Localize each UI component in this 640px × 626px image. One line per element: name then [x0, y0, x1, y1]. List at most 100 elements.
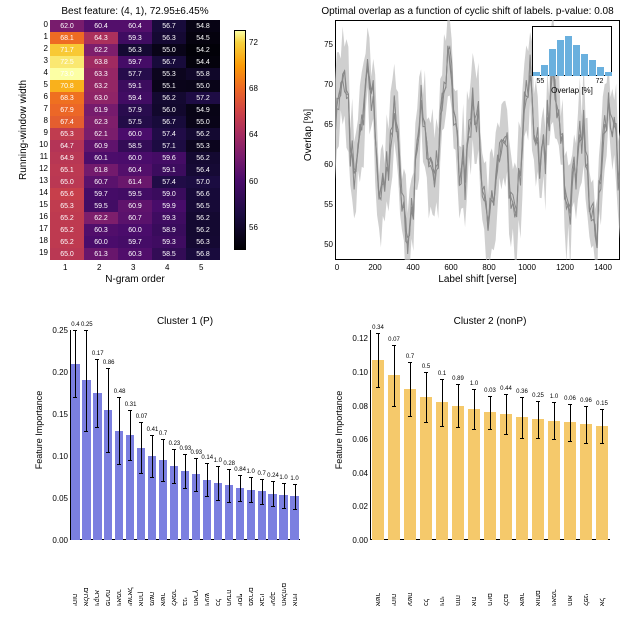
heatmap-cell: 57.2	[186, 92, 220, 104]
heatmap-cell: 59.5	[118, 188, 152, 200]
heatmap-cell: 57.4	[152, 176, 186, 188]
heatmap-cell: 59.1	[152, 164, 186, 176]
cluster2-xtick: עשה	[406, 546, 413, 606]
heatmap-cell: 54.8	[186, 20, 220, 32]
heatmap-cell: 65.2	[50, 224, 84, 236]
heatmap-cell: 60.1	[84, 152, 118, 164]
heatmap-cell: 59.4	[118, 92, 152, 104]
heatmap-cell: 56.6	[186, 188, 220, 200]
heatmap-cell: 57.9	[118, 104, 152, 116]
heatmap-cell: 64.3	[84, 32, 118, 44]
cluster1-xtick: אביו	[258, 546, 265, 606]
cluster2-title: Cluster 2 (nonP)	[370, 316, 610, 327]
heatmap-cell: 62.0	[50, 20, 84, 32]
cluster2-xtick: הוא	[566, 546, 573, 606]
cluster2-xtick: לכם	[502, 546, 509, 606]
heatmap-cell: 59.9	[152, 200, 186, 212]
cluster2-xtick: היום	[486, 546, 493, 606]
heatmap-cell: 60.3	[118, 248, 152, 260]
cluster2-bar	[484, 412, 496, 540]
cluster1-xtick: לאמר	[170, 546, 177, 606]
cluster2-xtick: כל	[422, 546, 429, 606]
heatmap-cell: 58.5	[118, 140, 152, 152]
heatmap-grid: 62.060.460.456.754.868.164.359.356.354.5…	[50, 20, 220, 260]
heatmap-cell: 60.7	[118, 212, 152, 224]
heatmap-cell: 56.7	[152, 116, 186, 128]
heatmap-cell: 72.5	[50, 56, 84, 68]
heatmap-cell: 56.3	[118, 44, 152, 56]
heatmap-cell: 59.7	[118, 56, 152, 68]
heatmap-cell: 63.0	[84, 92, 118, 104]
heatmap-cell: 59.3	[118, 32, 152, 44]
heatmap-cell: 54.5	[186, 32, 220, 44]
cluster1-xtick: יעקב	[269, 546, 276, 606]
heatmap-cell: 59.5	[84, 200, 118, 212]
heatmap-cell: 56.3	[152, 32, 186, 44]
heatmap-cell: 70.8	[50, 80, 84, 92]
heatmap-cell: 56.2	[186, 212, 220, 224]
heatmap-cell: 60.0	[118, 128, 152, 140]
heatmap-cell: 57.1	[152, 140, 186, 152]
cluster1-ylabel: Feature Importance	[34, 375, 44, 485]
heatmap-title: Best feature: (4, 1), 72.95±6.45%	[50, 6, 220, 17]
cluster1-xtick: משה	[148, 546, 155, 606]
heatmap-cell: 60.3	[84, 224, 118, 236]
heatmap-cell: 56.3	[186, 236, 220, 248]
heatmap-cell: 67.9	[50, 104, 84, 116]
heatmap-cell: 55.3	[186, 140, 220, 152]
cluster2-xtick: לפני	[582, 546, 589, 606]
heatmap-cell: 60.0	[84, 236, 118, 248]
heatmap-cell: 56.2	[152, 92, 186, 104]
colorbar	[234, 30, 246, 250]
heatmap-cell: 62.1	[84, 128, 118, 140]
heatmap-cell: 59.7	[84, 188, 118, 200]
heatmap-cell: 56.2	[186, 224, 220, 236]
cluster2-xtick: יהוה	[390, 546, 397, 606]
heatmap-cell: 54.4	[186, 56, 220, 68]
heatmap-cell: 71.7	[50, 44, 84, 56]
heatmap-cell: 65.6	[50, 188, 84, 200]
heatmap-cell: 63.2	[84, 80, 118, 92]
heatmap-cell: 62.2	[84, 44, 118, 56]
heatmap-cell: 60.9	[84, 140, 118, 152]
cluster1-xtick: אלהים	[82, 546, 89, 606]
cluster1-xtick: יהוה	[71, 546, 78, 606]
heatmap-cell: 68.3	[50, 92, 84, 104]
cluster2-xtick: ויאמר	[550, 546, 557, 606]
heatmap-cell: 60.4	[118, 164, 152, 176]
heatmap-cell: 60.0	[118, 152, 152, 164]
cluster2-xtick: את	[470, 546, 477, 606]
heatmap-cell: 61.9	[84, 104, 118, 116]
cluster2-xtick: אל	[598, 546, 605, 606]
cluster2-xtick: אותם	[534, 546, 541, 606]
cluster1-xtick: האלהים	[280, 546, 287, 606]
heatmap-cell: 59.7	[118, 236, 152, 248]
cluster1-xtick: הארץ	[192, 546, 199, 606]
cluster2-ylabel: Feature Importance	[334, 375, 344, 485]
heatmap-cell: 64.9	[50, 152, 84, 164]
heatmap-cell: 60.7	[84, 176, 118, 188]
heatmap-cell: 55.3	[152, 68, 186, 80]
heatmap-cell: 59.3	[152, 212, 186, 224]
cluster2-xtick: אשר	[518, 546, 525, 606]
lineplot-xlabel: Label shift [verse]	[335, 274, 620, 285]
heatmap-cell: 58.5	[152, 248, 186, 260]
heatmap-cell: 56.7	[152, 20, 186, 32]
heatmap-cell: 62.2	[84, 212, 118, 224]
cluster1-xtick: יוסף	[236, 546, 243, 606]
cluster1-xtick: מצרים	[247, 546, 254, 606]
heatmap-cell: 56.5	[186, 200, 220, 212]
heatmap-cell: 60.4	[118, 20, 152, 32]
heatmap-cell: 57.5	[118, 116, 152, 128]
heatmap-cell: 68.1	[50, 32, 84, 44]
cluster1-xtick: ויאמר	[115, 546, 122, 606]
heatmap-cell: 65.1	[50, 164, 84, 176]
heatmap-cell: 56.7	[152, 56, 186, 68]
heatmap-cell: 65.0	[50, 248, 84, 260]
cluster1-xtick: אשר	[159, 546, 166, 606]
cluster2-xtick: ויהי	[438, 546, 445, 606]
heatmap-cell: 61.4	[118, 176, 152, 188]
heatmap-cell: 59.6	[152, 152, 186, 164]
heatmap-cell: 56.0	[152, 104, 186, 116]
heatmap-cell: 57.4	[152, 128, 186, 140]
